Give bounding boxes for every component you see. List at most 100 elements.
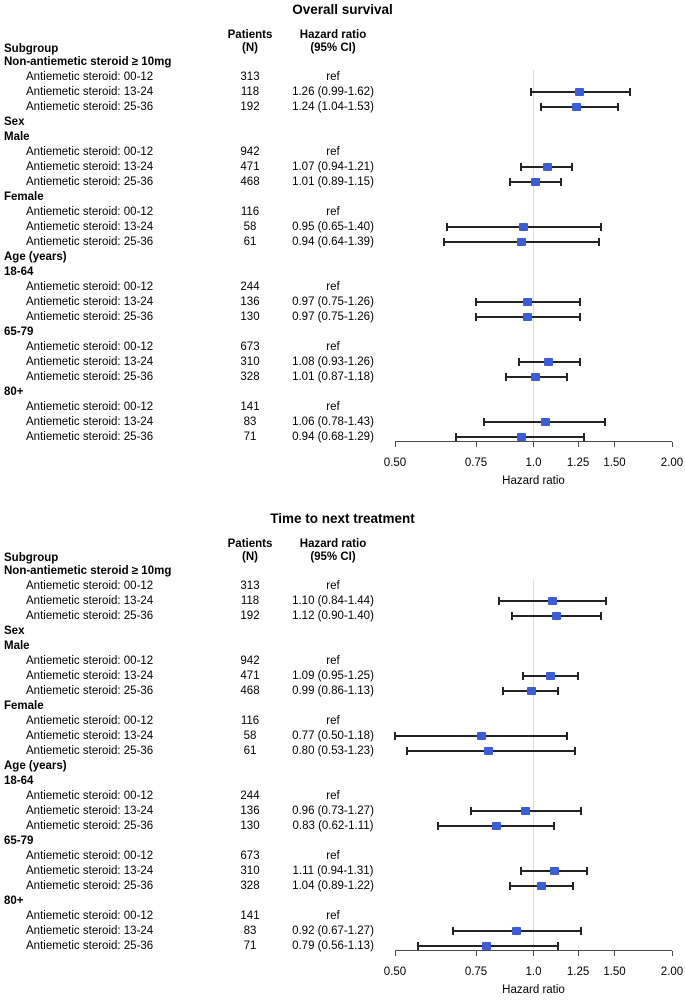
hazard-ratio-text: ref bbox=[326, 580, 340, 592]
ci-cap-left bbox=[530, 88, 533, 96]
patients-count: 83 bbox=[243, 925, 257, 937]
group-label: Age (years) bbox=[4, 251, 67, 263]
hazard-ratio-text: 0.96 (0.73-1.27) bbox=[292, 805, 374, 817]
axis-tick-label: 1.0 bbox=[525, 966, 542, 978]
patients-count: 61 bbox=[243, 745, 257, 757]
hazard-ratio-column-header: Hazard ratio (95% CI) bbox=[299, 29, 367, 54]
estimate-marker bbox=[516, 238, 526, 246]
item-label: Antiemetic steroid: 00-12 bbox=[26, 580, 154, 592]
hazard-ratio-text: 0.94 (0.68-1.29) bbox=[292, 431, 374, 443]
patients-count: 136 bbox=[240, 296, 260, 308]
axis-tick bbox=[614, 442, 616, 447]
group-label: Sex bbox=[4, 625, 25, 637]
item-label: Antiemetic steroid: 25-36 bbox=[26, 311, 154, 323]
axis-tick-label: 0.75 bbox=[464, 457, 488, 469]
group-label: 65-79 bbox=[4, 326, 34, 338]
ci-cap-left bbox=[452, 927, 455, 935]
patients-count: 310 bbox=[240, 356, 260, 368]
item-label: Antiemetic steroid: 25-36 bbox=[26, 610, 154, 622]
patients-count: 192 bbox=[240, 101, 260, 113]
axis-tick bbox=[671, 442, 673, 447]
group-label: Sex bbox=[4, 116, 25, 128]
hazard-ratio-text: ref bbox=[326, 910, 340, 922]
estimate-marker bbox=[542, 163, 552, 171]
item-label: Antiemetic steroid: 00-12 bbox=[26, 341, 154, 353]
forest-plot-time-to-next-treatment: Time to next treatment Subgroup Patients… bbox=[0, 509, 685, 1001]
item-label: Antiemetic steroid: 00-12 bbox=[26, 655, 154, 667]
hazard-ratio-text: 1.08 (0.93-1.26) bbox=[292, 356, 374, 368]
estimate-marker bbox=[520, 807, 530, 815]
ci-cap-right bbox=[578, 313, 581, 321]
ci-cap-right bbox=[599, 223, 602, 231]
ci-cap-right bbox=[565, 373, 568, 381]
patients-count: 118 bbox=[240, 595, 260, 607]
ci-cap-left bbox=[502, 687, 505, 695]
patients-count: 58 bbox=[243, 221, 257, 233]
item-label: Antiemetic steroid: 13-24 bbox=[26, 925, 154, 937]
axis-tick-label: 0.50 bbox=[383, 457, 407, 469]
hazard-ratio-text: 1.24 (1.04-1.53) bbox=[292, 101, 374, 113]
estimate-marker bbox=[544, 358, 554, 366]
patients-count: 58 bbox=[243, 730, 257, 742]
estimate-marker bbox=[491, 822, 501, 830]
axis-tick bbox=[577, 442, 579, 447]
ci-cap-left bbox=[443, 238, 446, 246]
patients-count: 673 bbox=[240, 850, 260, 862]
item-label: Antiemetic steroid: 13-24 bbox=[26, 670, 154, 682]
x-axis: 0.50 0.75 1.0 1.25 1.50 2.00 bbox=[0, 509, 685, 1001]
ci-cap-right bbox=[617, 103, 620, 111]
group-label: Non-antiemetic steroid ≥ 10mg bbox=[4, 565, 172, 577]
patients-count: 141 bbox=[240, 401, 260, 413]
hazard-ratio-text: 0.92 (0.67-1.27) bbox=[292, 925, 374, 937]
ci-cap-left bbox=[497, 597, 500, 605]
item-label: Antiemetic steroid: 13-24 bbox=[26, 221, 154, 233]
ci-cap-left bbox=[509, 178, 512, 186]
ci-cap-left bbox=[509, 882, 512, 890]
axis-tick-label: 1.50 bbox=[603, 966, 626, 978]
group-label: 65-79 bbox=[4, 835, 34, 847]
item-label: Antiemetic steroid: 25-36 bbox=[26, 685, 154, 697]
patients-count: 71 bbox=[243, 431, 257, 443]
patients-count: 313 bbox=[240, 580, 260, 592]
group-label: Female bbox=[4, 191, 44, 203]
group-label: 80+ bbox=[4, 895, 24, 907]
estimate-marker bbox=[484, 747, 494, 755]
ci-cap-right bbox=[580, 927, 583, 935]
hazard-ratio-text: ref bbox=[326, 850, 340, 862]
ci-cap-right bbox=[556, 942, 559, 950]
ci-cap-right bbox=[572, 882, 575, 890]
hazard-ratio-text: ref bbox=[326, 341, 340, 353]
axis-tick bbox=[394, 951, 396, 956]
item-label: Antiemetic steroid: 25-36 bbox=[26, 940, 154, 952]
estimate-marker bbox=[476, 732, 486, 740]
ci-cap-right bbox=[603, 418, 606, 426]
x-axis-label: Hazard ratio bbox=[502, 475, 565, 487]
group-label: 80+ bbox=[4, 386, 24, 398]
item-label: Antiemetic steroid: 13-24 bbox=[26, 730, 154, 742]
item-label: Antiemetic steroid: 25-36 bbox=[26, 820, 154, 832]
estimate-marker bbox=[549, 867, 559, 875]
ci-cap-right bbox=[599, 612, 602, 620]
item-label: Antiemetic steroid: 00-12 bbox=[26, 281, 154, 293]
chart-title: Time to next treatment bbox=[270, 511, 415, 526]
item-label: Antiemetic steroid: 00-12 bbox=[26, 790, 154, 802]
hazard-ratio-text: 0.77 (0.50-1.18) bbox=[292, 730, 374, 742]
ci-cap-right bbox=[565, 732, 568, 740]
item-label: Antiemetic steroid: 00-12 bbox=[26, 910, 154, 922]
patients-count: 71 bbox=[243, 940, 257, 952]
item-label: Antiemetic steroid: 13-24 bbox=[26, 416, 154, 428]
group-label: 18-64 bbox=[4, 266, 34, 278]
estimate-marker bbox=[522, 298, 532, 306]
estimate-marker bbox=[518, 223, 528, 231]
item-label: Antiemetic steroid: 25-36 bbox=[26, 880, 154, 892]
estimate-marker bbox=[571, 103, 581, 111]
axis-tick bbox=[577, 951, 579, 956]
item-label: Antiemetic steroid: 13-24 bbox=[26, 161, 154, 173]
patients-count: 136 bbox=[240, 805, 260, 817]
patients-count: 130 bbox=[240, 311, 260, 323]
hazard-ratio-text: ref bbox=[326, 281, 340, 293]
estimate-marker bbox=[526, 687, 536, 695]
group-label: Male bbox=[4, 131, 30, 143]
patients-count: 116 bbox=[240, 715, 260, 727]
item-label: Antiemetic steroid: 25-36 bbox=[26, 745, 154, 757]
